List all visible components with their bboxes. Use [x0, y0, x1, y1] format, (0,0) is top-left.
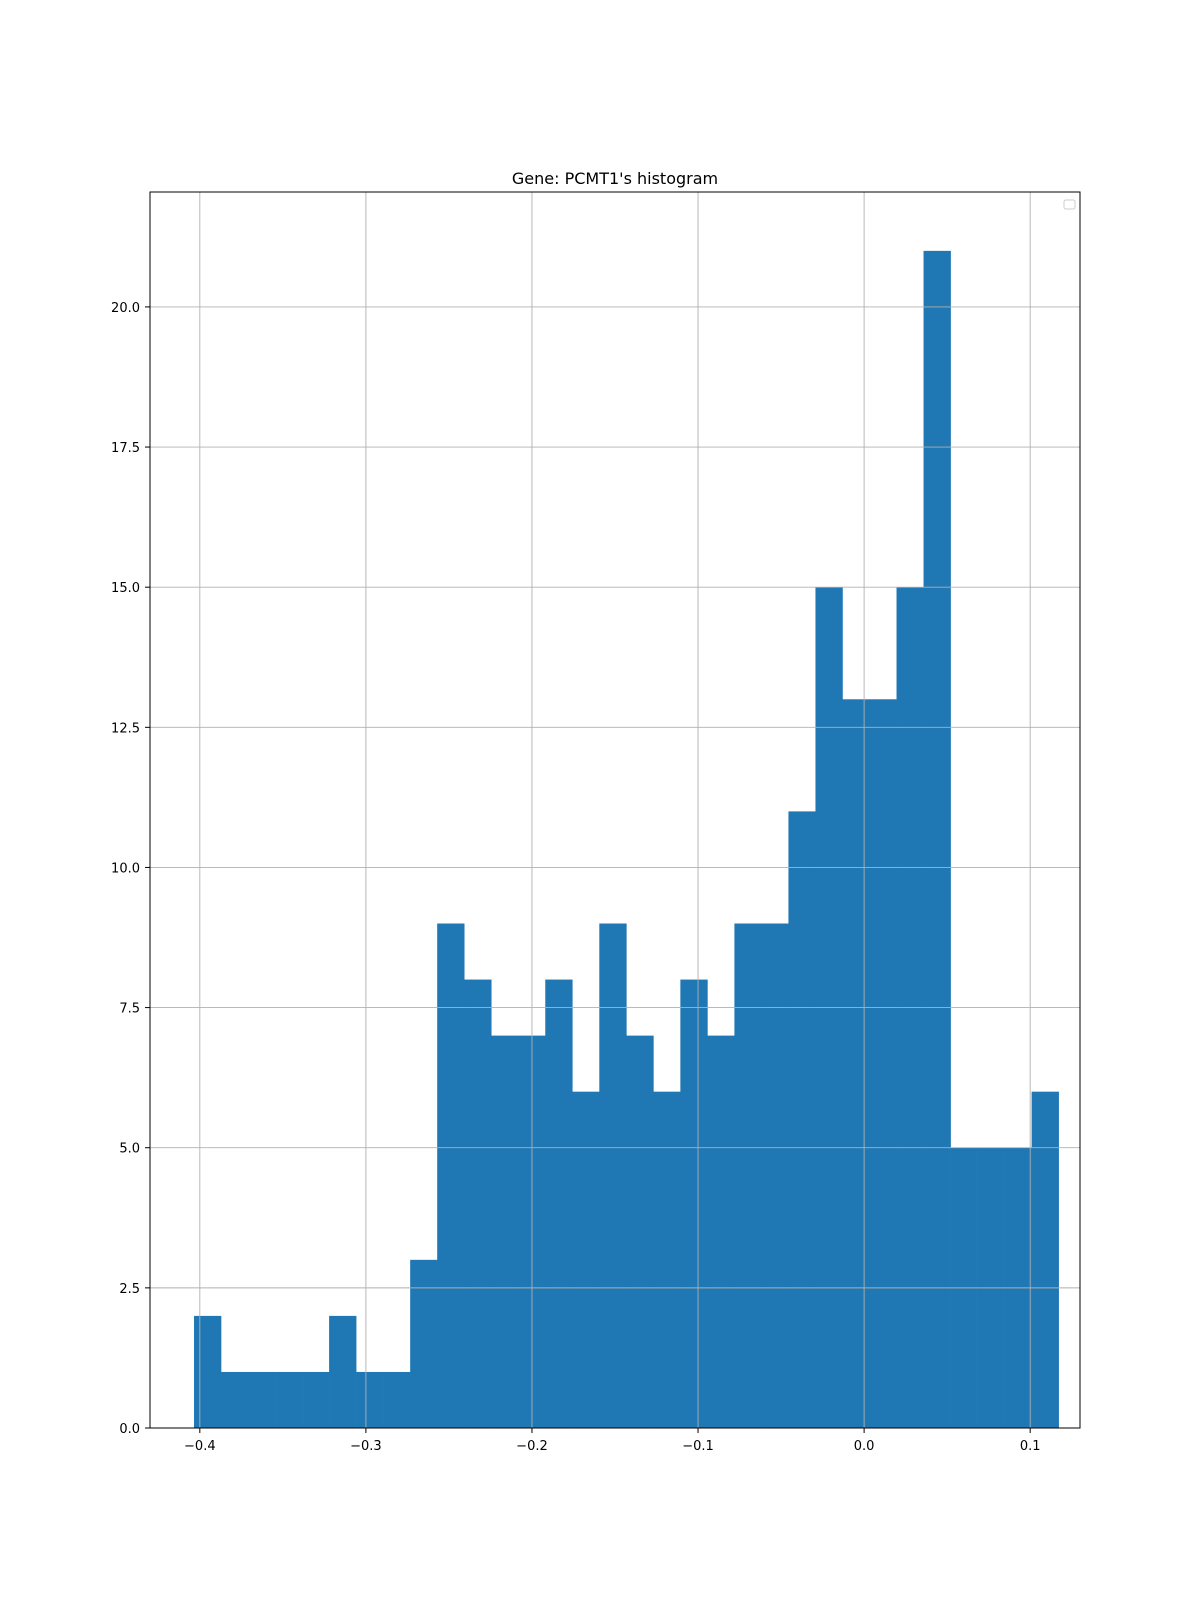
- histogram-bar-20: [734, 923, 762, 1428]
- histogram-bar-8: [410, 1259, 438, 1428]
- x-tick-label: 0.0: [854, 1439, 875, 1454]
- y-tick-label: 17.5: [111, 441, 140, 456]
- histogram-bar-31: [1031, 1091, 1059, 1428]
- y-tick-label: 7.5: [119, 1002, 140, 1017]
- axes-frame: [149, 191, 1081, 1429]
- histogram-bar-18: [680, 979, 708, 1428]
- histogram-bar-5: [329, 1315, 357, 1428]
- grid-lines-overlay: [150, 192, 1080, 1429]
- histogram-bar-6: [356, 1371, 384, 1428]
- x-tick-label: −0.4: [184, 1439, 216, 1454]
- chart-title: Gene: PCMT1's histogram: [512, 169, 718, 188]
- x-tick-label: −0.3: [350, 1439, 382, 1454]
- histogram-bar-16: [626, 1035, 654, 1428]
- x-tick-label: −0.2: [516, 1439, 548, 1454]
- y-tick-label: 0.0: [119, 1422, 140, 1437]
- histogram-bar-15: [599, 923, 627, 1428]
- y-tick-label: 20.0: [111, 301, 140, 316]
- legend-box: [1063, 199, 1076, 210]
- y-tick-label: 15.0: [111, 581, 140, 596]
- y-tick-label: 12.5: [111, 721, 140, 736]
- y-axis-ticks: 0.0 2.5 5.0 7.5 10.0 12.5 15.0 17.5 20.0: [111, 301, 150, 1437]
- y-tick-label: 2.5: [119, 1282, 140, 1297]
- histogram-bar-25: [869, 699, 897, 1428]
- histogram-bar-4: [302, 1371, 330, 1428]
- y-tick-label: 10.0: [111, 861, 140, 876]
- histogram-bar-1: [221, 1371, 249, 1428]
- histogram-bar-27: [923, 250, 951, 1428]
- histogram-bar-10: [464, 979, 492, 1428]
- x-tick-label: 0.1: [1020, 1439, 1041, 1454]
- histogram-bar-14: [572, 1091, 600, 1428]
- y-tick-label: 5.0: [119, 1142, 140, 1157]
- histogram-bar-24: [842, 699, 870, 1428]
- histogram-bar-13: [545, 979, 573, 1428]
- histogram-bar-17: [653, 1091, 681, 1428]
- histogram-bar-19: [707, 1035, 735, 1428]
- histogram-bar-9: [437, 923, 465, 1428]
- x-axis-ticks: −0.4 −0.3 −0.2 −0.1 0.0 0.1: [184, 1428, 1041, 1454]
- histogram-bar-3: [275, 1371, 303, 1428]
- histogram-bar-11: [491, 1035, 519, 1428]
- histogram-bar-22: [788, 811, 816, 1428]
- histogram-bar-21: [761, 923, 789, 1428]
- histogram-bar-2: [248, 1371, 276, 1428]
- histogram-bar-0: [194, 1315, 222, 1428]
- x-tick-label: −0.1: [682, 1439, 714, 1454]
- histogram-bar-7: [383, 1371, 411, 1428]
